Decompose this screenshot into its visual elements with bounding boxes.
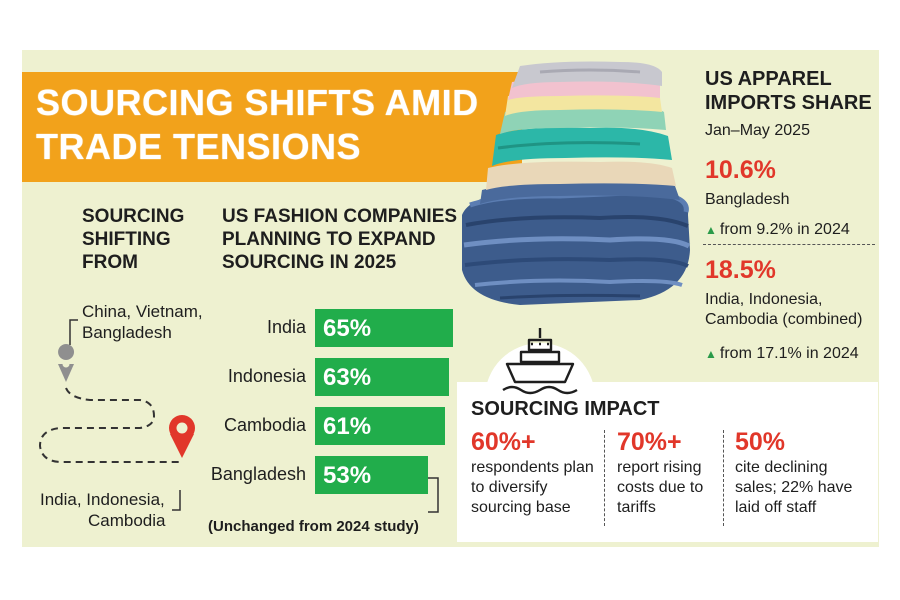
bar-value-label: 61%	[323, 413, 372, 440]
arrow-up-icon: ▲	[705, 223, 717, 237]
impact-desc-2: report rising costs due to tariffs	[617, 459, 704, 516]
combined-change: ▲ from 17.1% in 2024	[705, 345, 859, 362]
impact-panel: SOURCING IMPACT 60%+ respondents plan to…	[457, 382, 878, 542]
title-line-2: TRADE TENSIONS	[36, 126, 362, 167]
origin-countries: China, Vietnam, Bangladesh	[82, 302, 203, 342]
impact-divider-2	[723, 430, 724, 526]
title-line-1: SOURCING SHIFTS AMID	[36, 82, 479, 123]
bangladesh-change: ▲ from 9.2% in 2024	[705, 221, 850, 238]
bar-value-label: 63%	[323, 364, 372, 391]
bar: 63%	[315, 358, 449, 396]
imports-title: US APPAREL IMPORTS SHARE	[705, 68, 872, 114]
impact-pct-3: 50%	[735, 428, 786, 456]
bar: 53%	[315, 456, 428, 494]
ship-icon	[485, 328, 595, 398]
bangladesh-share: 10.6%	[705, 156, 776, 184]
expand-title: US FASHION COMPANIES PLANNING TO EXPAND …	[222, 206, 458, 273]
bar-value-label: 53%	[323, 462, 372, 489]
bar-category-label: Bangladesh	[210, 464, 306, 484]
bangladesh-label: Bangladesh	[705, 191, 790, 208]
impact-divider-1	[604, 430, 605, 526]
arrow-up-icon: ▲	[705, 347, 717, 361]
chart-annotation: (Unchanged from 2024 study)	[208, 518, 419, 535]
bar-category-label: Indonesia	[227, 366, 306, 386]
destination-countries: India, Indonesia, Cambodia	[40, 490, 166, 530]
bar-category-label: India	[266, 317, 306, 337]
impact-pct-2: 70%+	[617, 428, 682, 456]
imports-period: Jan–May 2025	[705, 122, 810, 139]
imports-divider	[703, 244, 875, 245]
shifting-title: SOURCING SHIFTING FROM	[82, 206, 185, 273]
bar: 61%	[315, 407, 445, 445]
impact-desc-1: respondents plan to diversify sourcing b…	[471, 459, 594, 516]
title-banner: SOURCING SHIFTS AMID TRADE TENSIONS	[22, 72, 522, 182]
impact-pct-1: 60%+	[471, 428, 536, 456]
bar-value-label: 65%	[323, 315, 372, 342]
impact-title: SOURCING IMPACT	[471, 398, 660, 420]
bar: 65%	[315, 309, 453, 347]
combined-share: 18.5%	[705, 256, 776, 284]
impact-desc-3: cite declining sales; 22% have laid off …	[735, 459, 853, 516]
bar-category-label: Cambodia	[223, 415, 306, 435]
combined-label: India, Indonesia, Cambodia (combined)	[705, 291, 863, 328]
